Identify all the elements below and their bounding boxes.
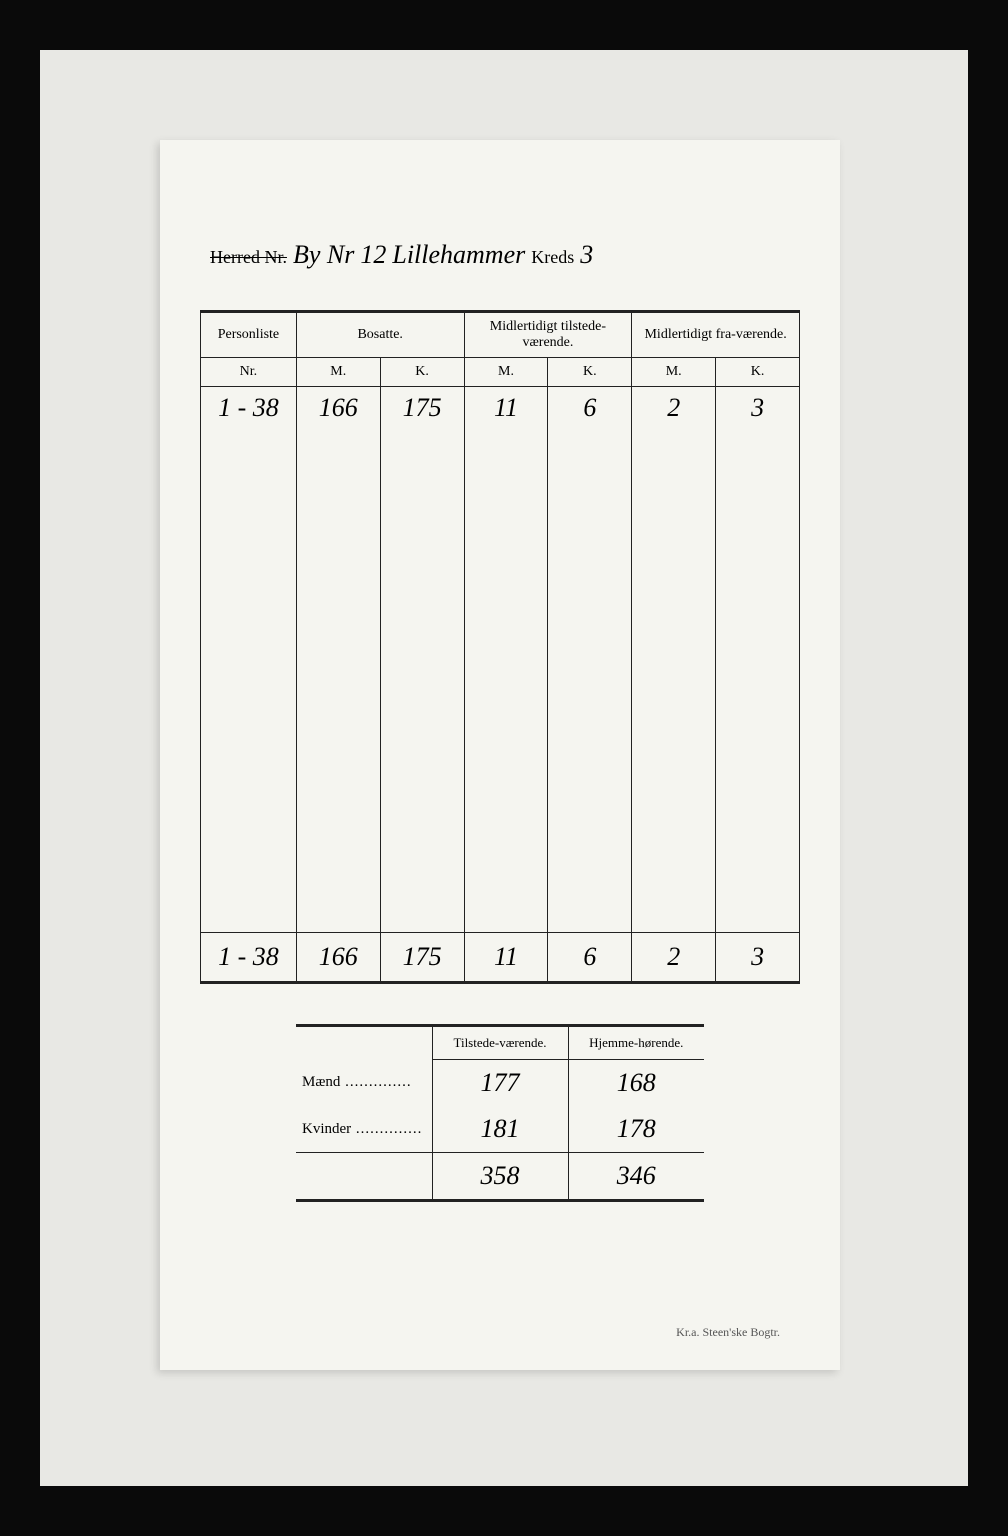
table-row (201, 849, 800, 891)
table-row (201, 471, 800, 513)
summary-table: Tilstede-værende. Hjemme-hørende. Mænd 1… (296, 1024, 704, 1202)
cell-bos-k: 175 (380, 387, 464, 429)
th-bos-k: K. (380, 358, 464, 387)
th-bos-m: M. (296, 358, 380, 387)
cell-til-m: 11 (464, 387, 548, 429)
summary-row-maend: Mænd 177 168 (296, 1060, 704, 1107)
table-row (201, 429, 800, 471)
th-tilstede: Midlertidigt tilstede-værende. (464, 312, 632, 358)
title-line: Herred Nr. By Nr 12 Lillehammer Kreds 3 (200, 240, 800, 270)
summary-th-tilstede: Tilstede-værende. (432, 1026, 568, 1060)
cell-bos-m: 166 (296, 387, 380, 429)
cell-nr: 1 - 38 (201, 387, 297, 429)
th-til-k: K. (548, 358, 632, 387)
th-bosatte: Bosatte. (296, 312, 464, 358)
cell-til-k: 6 (548, 387, 632, 429)
kvinder-til: 181 (432, 1106, 568, 1153)
table-row (201, 555, 800, 597)
table-row (201, 639, 800, 681)
kreds-label: Kreds (531, 247, 574, 268)
table-row (201, 513, 800, 555)
table-row (201, 891, 800, 933)
th-til-m: M. (464, 358, 548, 387)
by-nr: 12 (360, 240, 386, 270)
table-row (201, 765, 800, 807)
summary-row-total: 358 346 (296, 1153, 704, 1201)
table-row (201, 597, 800, 639)
tot-fra-k: 3 (716, 933, 800, 983)
maend-til: 177 (432, 1060, 568, 1107)
maend-label: Mænd (302, 1074, 412, 1090)
table-row (201, 807, 800, 849)
sum-hj: 346 (568, 1153, 704, 1201)
table-row (201, 723, 800, 765)
tot-bos-m: 166 (296, 933, 380, 983)
tot-til-m: 11 (464, 933, 548, 983)
th-fra-k: K. (716, 358, 800, 387)
cell-fra-k: 3 (716, 387, 800, 429)
cell-fra-m: 2 (632, 387, 716, 429)
table-row: 1 - 38 166 175 11 6 2 3 (201, 387, 800, 429)
kreds-nr: 3 (580, 240, 593, 270)
printer-imprint: Kr.a. Steen'ske Bogtr. (676, 1325, 780, 1340)
tot-til-k: 6 (548, 933, 632, 983)
main-table: Personliste Bosatte. Midlertidigt tilste… (200, 310, 800, 984)
summary-th-hjemme: Hjemme-hørende. (568, 1026, 704, 1060)
kvinder-hj: 178 (568, 1106, 704, 1153)
tot-nr: 1 - 38 (201, 933, 297, 983)
summary-row-kvinder: Kvinder 181 178 (296, 1106, 704, 1153)
table-row (201, 681, 800, 723)
tot-bos-k: 175 (380, 933, 464, 983)
totals-row: 1 - 38 166 175 11 6 2 3 (201, 933, 800, 983)
sum-til: 358 (432, 1153, 568, 1201)
tot-fra-m: 2 (632, 933, 716, 983)
summary-blank (296, 1026, 432, 1060)
th-nr: Nr. (201, 358, 297, 387)
struck-label: Herred Nr. (210, 247, 287, 268)
total-blank (296, 1153, 432, 1201)
kvinder-label: Kvinder (302, 1121, 422, 1137)
th-personliste: Personliste (201, 312, 297, 358)
th-fravaer: Midlertidigt fra-værende. (632, 312, 800, 358)
th-fra-m: M. (632, 358, 716, 387)
place-name: Lillehammer (392, 240, 525, 270)
by-label: By Nr (293, 240, 354, 270)
census-form: Herred Nr. By Nr 12 Lillehammer Kreds 3 … (160, 140, 840, 1370)
maend-hj: 168 (568, 1060, 704, 1107)
